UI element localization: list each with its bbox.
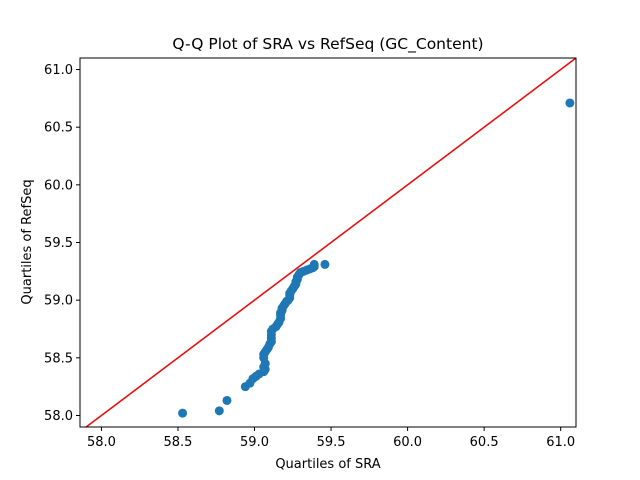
chart-title: Q-Q Plot of SRA vs RefSeq (GC_Content) [172, 35, 483, 54]
data-point-53 [309, 259, 319, 269]
y-axis-ticks: 58.0 58.5 59.0 59.5 60.0 60.5 61.0 [44, 63, 80, 424]
x-tick-label: 60.0 [393, 435, 422, 450]
data-point-55 [565, 98, 575, 108]
x-tick-label: 60.5 [470, 435, 499, 450]
x-axis-ticks: 58.0 58.5 59.0 59.5 60.0 60.5 61.0 [87, 427, 575, 450]
y-tick-label: 58.5 [44, 351, 73, 366]
x-tick-label: 59.5 [317, 435, 346, 450]
y-tick-label: 60.5 [44, 121, 73, 136]
x-tick-label: 59.0 [240, 435, 269, 450]
x-tick-label: 58.5 [163, 435, 192, 450]
x-tick-label: 58.0 [87, 435, 116, 450]
y-tick-label: 58.0 [44, 409, 73, 424]
x-tick-label: 61.0 [546, 435, 575, 450]
reference-line [84, 58, 576, 427]
y-tick-label: 61.0 [44, 63, 73, 78]
data-points [178, 98, 575, 418]
data-point-54 [320, 259, 330, 269]
x-axis-label: Quartiles of SRA [275, 457, 380, 472]
data-point-2 [214, 406, 224, 416]
data-point-1 [178, 408, 188, 418]
y-axis-label: Quartiles of RefSeq [20, 179, 35, 304]
plot-area: 58.0 58.5 59.0 59.5 60.0 60.5 61.0 58.0 58.5 59.… [44, 57, 577, 450]
y-tick-label: 60.0 [44, 178, 73, 193]
y-tick-label: 59.5 [44, 236, 73, 251]
y-tick-label: 59.0 [44, 294, 73, 309]
data-point-3 [222, 395, 232, 405]
